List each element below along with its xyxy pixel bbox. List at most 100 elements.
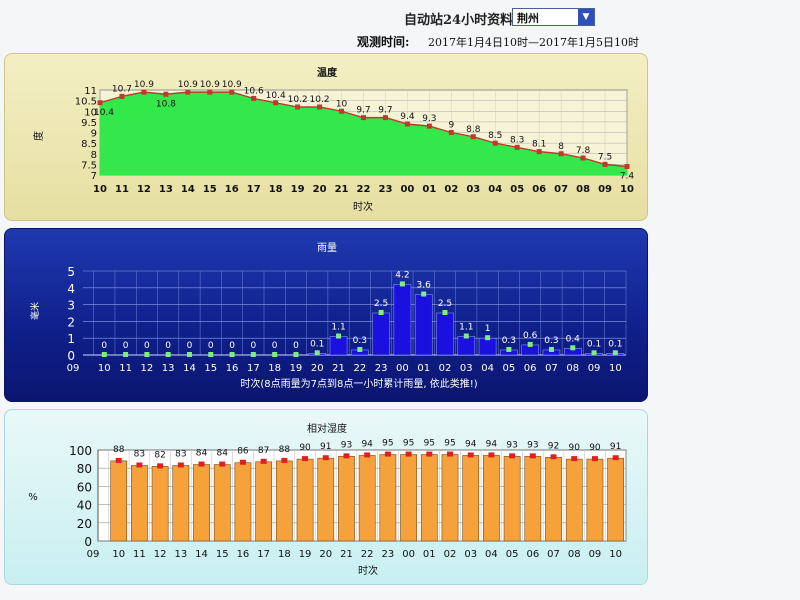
x-tick-label: 02 (444, 549, 457, 560)
humidity-bar (234, 462, 252, 542)
rainfall-point (101, 352, 107, 357)
humidity-bar (172, 465, 190, 542)
y-tick-label: 80 (77, 462, 92, 476)
humidity-panel: 0 20 40 60 80 100 09 10 11 12 13 14 15 16 17 18 19 20 21 22… (4, 409, 648, 585)
x-tick-label: 05 (503, 363, 516, 374)
y-tick-label: 3 (67, 299, 75, 313)
x-tick-label: 11 (119, 363, 132, 374)
x-tick-label: 14 (181, 184, 195, 195)
x-axis-title: 时次 (358, 564, 378, 577)
x-tick-label: 16 (226, 363, 239, 374)
x-tick-label: 05 (510, 184, 524, 195)
x-tick-label: 15 (204, 363, 217, 374)
temperature-point (185, 89, 191, 95)
humidity-point (177, 462, 184, 468)
rainfall-data-label: 0 (293, 341, 299, 351)
x-tick-label: 09 (588, 363, 601, 374)
x-tick-label: 14 (195, 549, 208, 560)
x-tick-label: 03 (460, 363, 473, 374)
temperature-point (448, 130, 454, 135)
humidity-bar (213, 464, 231, 542)
rainfall-point (463, 333, 469, 339)
humidity-bar (441, 454, 459, 542)
rainfall-data-label: 0.1 (608, 339, 622, 349)
humidity-point (591, 456, 598, 462)
temperature-data-label: 10.8 (156, 99, 176, 109)
temperature-point (273, 100, 279, 106)
x-tick-label: 20 (313, 184, 327, 195)
rainfall-point (399, 281, 405, 287)
rainfall-data-label: 0.1 (587, 339, 601, 349)
rainfall-bar (393, 284, 412, 356)
temperature-point (602, 161, 608, 167)
x-tick-label: 04 (485, 549, 498, 560)
temperature-point (558, 151, 564, 157)
temperature-data-label: 9 (448, 121, 454, 131)
x-tick-label: 17 (247, 184, 261, 195)
temperature-data-label: 10.2 (310, 95, 330, 105)
rainfall-data-label: 0.1 (310, 339, 324, 349)
temperature-data-label: 9.3 (422, 114, 436, 124)
rainfall-data-label: 0 (229, 341, 235, 351)
humidity-point (467, 452, 474, 458)
x-tick-label: 13 (162, 363, 175, 374)
humidity-data-label: 92 (548, 441, 559, 451)
humidity-bar (483, 455, 500, 542)
x-tick-label: 08 (576, 184, 590, 195)
rainfall-data-label: 0 (144, 341, 150, 351)
rainfall-data-label: 0.6 (523, 331, 538, 341)
x-tick-label: 16 (237, 549, 250, 560)
rainfall-panel: 0 1 2 3 4 5 09 10 11 12 13 14 15 16 17 18 19 20 21 22 23 00 01… (4, 228, 648, 402)
rainfall-data-label: 0 (187, 341, 193, 351)
y-tick-label: 2 (67, 315, 75, 329)
x-tick-label: 10 (609, 363, 622, 374)
rainfall-data-label: 1 (485, 324, 491, 334)
humidity-bar (296, 458, 314, 542)
rainfall-data-label: 2.5 (438, 299, 452, 309)
temperature-data-label: 8.1 (532, 140, 546, 150)
humidity-data-label: 93 (341, 440, 352, 450)
humidity-point (612, 455, 619, 461)
humidity-point (571, 456, 578, 462)
x-tick-label: 22 (353, 363, 366, 374)
rainfall-bar (414, 294, 433, 356)
y-tick-label: 10.5 (75, 97, 97, 108)
x-tick-label: 13 (159, 184, 173, 195)
rainfall-data-label: 0.3 (353, 336, 367, 346)
x-tick-label: 00 (396, 363, 409, 374)
humidity-bar (545, 456, 562, 542)
rainfall-data-label: 0 (250, 341, 256, 351)
x-tick-label: 20 (311, 363, 324, 374)
rainfall-point (208, 352, 214, 357)
temperature-data-label: 10.6 (244, 87, 264, 97)
x-tick-label: 10 (93, 184, 107, 195)
x-tick-label: 21 (340, 549, 353, 560)
x-tick-label: 15 (216, 549, 229, 560)
y-tick-label: 0 (84, 535, 92, 549)
x-tick-label: 10 (609, 549, 622, 560)
rainfall-point (314, 350, 320, 356)
temperature-point (97, 100, 103, 106)
x-tick-label: 13 (174, 549, 187, 560)
x-tick-label: 10 (98, 363, 111, 374)
x-tick-label: 09 (598, 184, 612, 195)
rainfall-point (293, 352, 299, 357)
rainfall-bar (436, 312, 454, 356)
x-tick-label: 03 (464, 549, 477, 560)
rainfall-data-label: 1.1 (331, 323, 345, 333)
station-select[interactable]: 荆州 ▼ (512, 8, 595, 26)
humidity-data-label: 93 (506, 440, 517, 450)
temperature-data-label: 10.2 (288, 95, 308, 105)
temperature-point (514, 144, 520, 150)
humidity-data-label: 86 (237, 447, 249, 457)
rainfall-data-label: 3.6 (417, 281, 432, 291)
humidity-bar (607, 457, 625, 542)
x-tick-label: 01 (423, 549, 436, 560)
humidity-point (343, 453, 350, 459)
chevron-down-icon[interactable]: ▼ (578, 9, 594, 25)
x-tick-label: 22 (361, 549, 374, 560)
temperature-point (207, 89, 213, 95)
chart-title: 温度 (317, 66, 338, 79)
rainfall-point (250, 352, 256, 357)
humidity-point (302, 456, 309, 462)
